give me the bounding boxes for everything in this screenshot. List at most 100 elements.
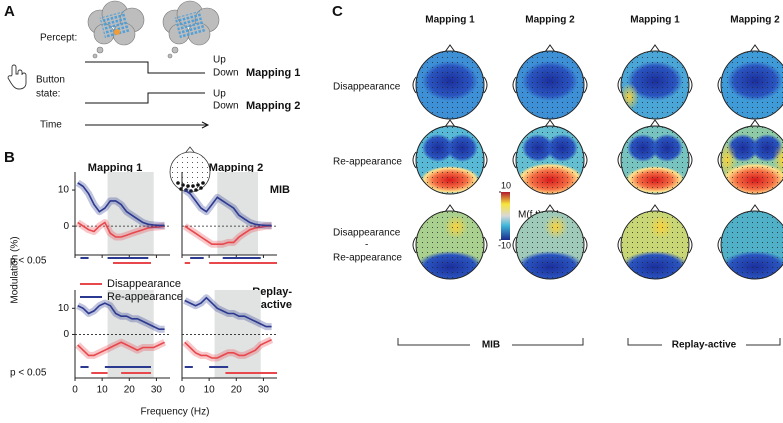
sensor-dots (621, 211, 689, 279)
group-label: MIB (482, 340, 500, 351)
x-tick-label: 30 (258, 385, 270, 396)
sensor-dots (621, 126, 689, 194)
nose (649, 44, 661, 53)
sensor-dots (721, 211, 783, 279)
topomap-fill (721, 211, 783, 279)
percept-label: Percept: (40, 33, 77, 44)
nose (444, 44, 456, 53)
topomap-fill (721, 126, 783, 194)
row-title: active (261, 299, 292, 311)
head-outline (620, 210, 690, 280)
head-outline (720, 50, 783, 120)
panel-label: B (4, 149, 15, 166)
topomap-fill (621, 51, 689, 119)
topomap (512, 119, 588, 195)
ear (617, 76, 693, 94)
sensor-dots (516, 51, 584, 119)
mapping-label: Mapping 2 (246, 100, 300, 112)
series-line (77, 341, 165, 357)
significance-label: p < 0.05 (10, 256, 47, 267)
time-arrow (85, 121, 210, 129)
row-title: - (365, 240, 368, 251)
topomap (412, 44, 488, 120)
column-title: Mapping 1 (88, 162, 142, 174)
y-tick-label: 10 (58, 303, 70, 314)
row-title: Replay- (252, 286, 292, 298)
topomap-fill (721, 51, 783, 119)
topomap-fill (516, 211, 584, 279)
topomap-fill (516, 51, 584, 119)
topomap (512, 44, 588, 120)
cloud-icon (87, 0, 145, 59)
head-outline (620, 50, 690, 120)
sensor-dots (721, 126, 783, 194)
head-outline (415, 210, 485, 280)
up-label: Up (213, 55, 226, 66)
series-line (77, 221, 165, 238)
head-outline (515, 50, 585, 120)
topomap (617, 204, 693, 280)
sensor-dots (516, 211, 584, 279)
x-tick-label: 20 (124, 385, 136, 396)
hand-icon (7, 64, 27, 90)
column-title: Mapping 1 (630, 15, 680, 26)
nose (544, 119, 556, 128)
colorbar (501, 192, 510, 240)
ear (512, 151, 588, 169)
ear (717, 236, 722, 254)
nose (749, 44, 761, 53)
colorbar-tick-label: 10 (501, 180, 511, 190)
sensor-dots (516, 126, 584, 194)
ear (617, 236, 693, 254)
series-line (184, 225, 272, 245)
series-line (77, 182, 165, 227)
topomap-fill (621, 126, 689, 194)
group-label: Replay-active (672, 340, 737, 351)
shaded-window (214, 290, 261, 378)
nose (444, 119, 456, 128)
topomap (617, 119, 693, 195)
nose (649, 204, 661, 213)
topomap (717, 119, 783, 195)
row-title: Re-appearance (333, 253, 402, 264)
ear (512, 76, 588, 94)
x-tick-label: 0 (179, 385, 185, 396)
topomap (512, 204, 588, 280)
state-trace (85, 92, 205, 104)
y-tick-label: 0 (63, 221, 69, 232)
button-label: Button (36, 75, 65, 86)
topomap (412, 119, 488, 195)
ear (412, 76, 488, 94)
ear (412, 236, 488, 254)
topomap-fill (621, 211, 689, 279)
x-tick-label: 10 (204, 385, 216, 396)
topomap (717, 204, 783, 280)
up-label: Up (213, 89, 226, 100)
panel-label: A (4, 3, 15, 20)
down-label: Down (213, 68, 239, 79)
row-title: Disappearance (333, 82, 401, 93)
series-line (184, 338, 272, 359)
panel-label: C (332, 3, 343, 20)
x-tick-label: 30 (151, 385, 163, 396)
sensor-dots (416, 51, 484, 119)
sensor-dots (416, 126, 484, 194)
topomap-fill (416, 126, 484, 194)
bracket-gap (470, 338, 512, 352)
ear (717, 151, 722, 169)
row-title: Re-appearance (333, 157, 402, 168)
topomap-fill (516, 126, 584, 194)
nose (444, 204, 456, 213)
sensor-dots (416, 211, 484, 279)
shaded-window (107, 290, 154, 378)
nose (544, 44, 556, 53)
column-title: Mapping 2 (209, 162, 263, 174)
nose (749, 119, 761, 128)
head-outline (415, 125, 485, 195)
x-tick-label: 0 (72, 385, 78, 396)
x-tick-label: 20 (231, 385, 243, 396)
ear (512, 236, 588, 254)
ear (412, 151, 488, 169)
state-trace (85, 61, 205, 74)
